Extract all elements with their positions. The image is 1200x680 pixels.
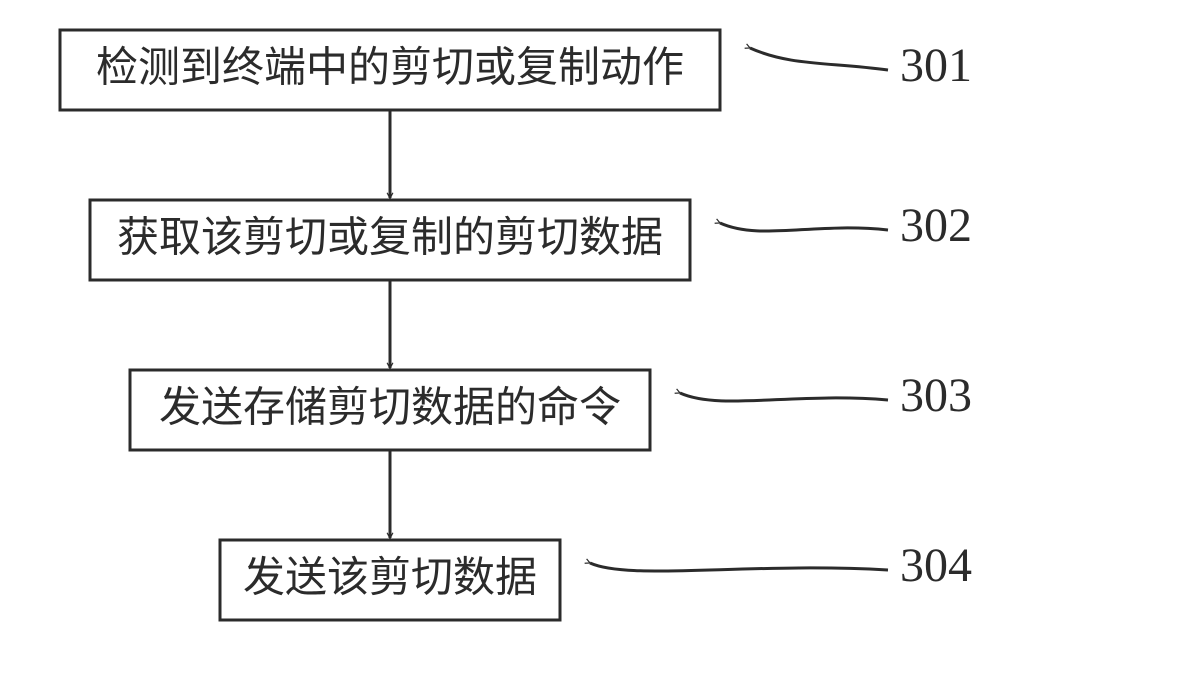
leader-line: [590, 563, 888, 571]
step-number-label: 303: [900, 369, 972, 422]
step-number-label: 304: [900, 539, 972, 592]
flow-step-label: 发送该剪切数据: [243, 556, 537, 602]
flow-step-label: 检测到终端中的剪切或复制动作: [96, 45, 684, 92]
leader-line: [750, 48, 888, 70]
step-number-label: 302: [900, 199, 972, 252]
flow-step-label: 发送存储剪切数据的命令: [159, 385, 621, 432]
flow-step-label: 获取该剪切或复制的剪切数据: [117, 216, 663, 262]
flowchart-canvas: 检测到终端中的剪切或复制动作获取该剪切或复制的剪切数据发送存储剪切数据的命令发送…: [0, 0, 1200, 680]
leader-line: [720, 223, 888, 231]
step-number-label: 301: [900, 39, 972, 92]
leader-line: [680, 393, 888, 401]
